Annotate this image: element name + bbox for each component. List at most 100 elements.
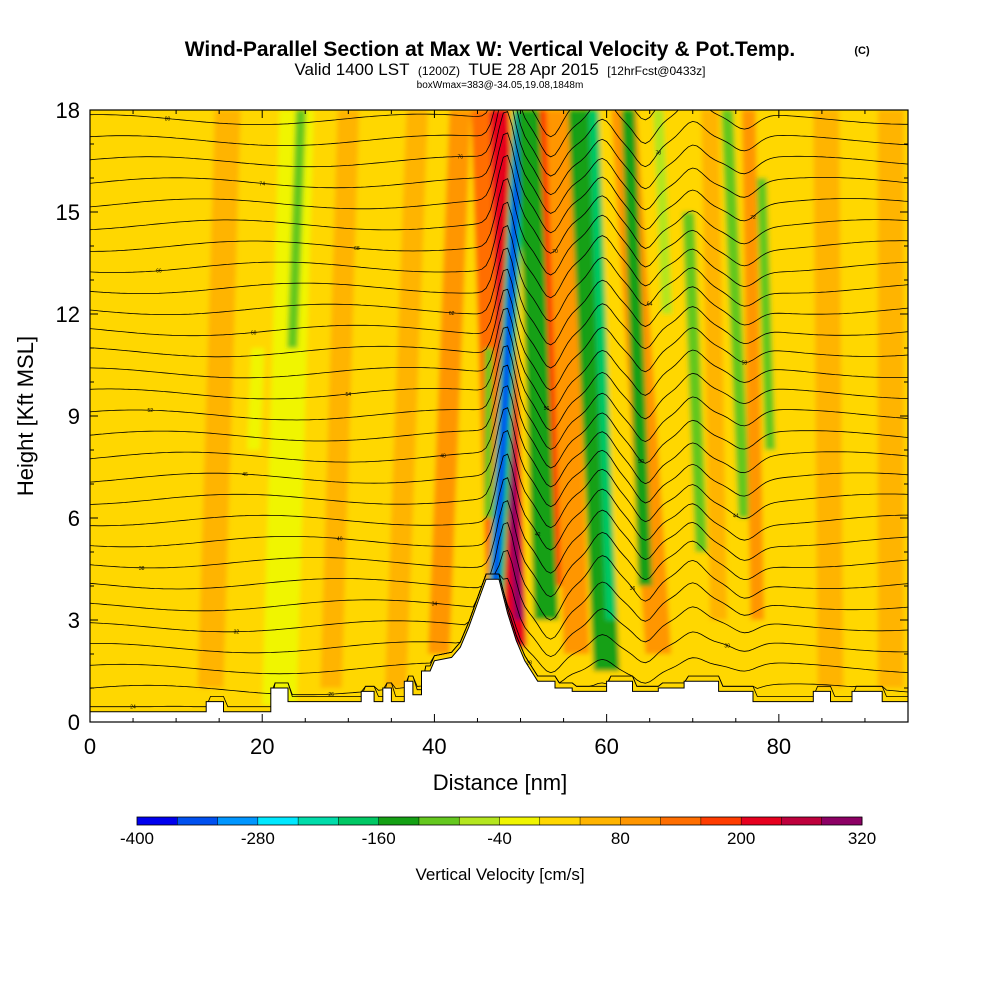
isentrope-line xyxy=(90,477,908,574)
y-tick-label: 3 xyxy=(68,608,80,633)
isentrope-label: 60 xyxy=(251,330,257,336)
isentrope-label: 50 xyxy=(638,459,644,465)
isentrope-line xyxy=(90,407,908,508)
colorbar-swatch xyxy=(580,817,621,825)
colorbar-swatch xyxy=(499,817,541,825)
isentrope-line xyxy=(90,307,908,412)
y-tick-label: 9 xyxy=(68,404,80,429)
velocity-field xyxy=(90,110,908,722)
colorbar: -400 -280 -160 -40 80 200 320 xyxy=(120,816,876,848)
isentrope-label: 48 xyxy=(440,454,446,460)
isentrope-label: 24 xyxy=(130,705,136,711)
velocity-green-52-wave xyxy=(517,110,559,620)
isentrope-line xyxy=(90,110,908,214)
isentrope-label: 68 xyxy=(354,246,360,252)
valid-utc: (1200Z) xyxy=(418,64,460,78)
isentrope-line xyxy=(90,500,908,598)
colorbar-title: Vertical Velocity [cm/s] xyxy=(415,865,584,884)
velocity-orange-86 xyxy=(813,110,844,688)
colorbar-swatch xyxy=(298,817,339,825)
terrain xyxy=(90,578,908,722)
colorbar-label: 320 xyxy=(848,829,876,848)
isentrope-label: 30 xyxy=(724,643,730,649)
velocity-orange-41 xyxy=(427,110,472,654)
colorbar-label: -280 xyxy=(241,829,275,848)
isentrope-label: 78 xyxy=(656,151,662,157)
velocity-orange-28 xyxy=(320,110,360,688)
isentrope-label: 40 xyxy=(337,537,343,543)
velocity-orange-77 xyxy=(741,110,765,620)
x-tick-label: 0 xyxy=(84,734,96,759)
x-axis: 0 20 40 60 80 xyxy=(84,110,866,759)
colorbar-label: 200 xyxy=(727,829,755,848)
isentrope-line xyxy=(90,430,908,529)
isentrope-line xyxy=(90,110,908,158)
velocity-orange-92 xyxy=(877,110,904,688)
colorbar-swatch xyxy=(821,817,863,825)
x-axis-label: Distance [nm] xyxy=(433,770,568,795)
isentrope-line xyxy=(90,178,908,276)
colorbar-swatch xyxy=(781,817,823,825)
colorbar-swatch xyxy=(700,817,742,825)
velocity-green-70 xyxy=(682,212,708,552)
chart-title: Wind-Parallel Section at Max W: Vertical… xyxy=(185,38,796,61)
velocity-green-24-upper xyxy=(287,110,307,348)
isentrope-label: 52 xyxy=(147,408,153,414)
x-tick-label: 20 xyxy=(250,734,274,759)
isentrope-line xyxy=(90,201,908,299)
isentrope-line xyxy=(90,225,908,322)
y-tick-label: 18 xyxy=(56,98,80,123)
isentrope-label: 28 xyxy=(526,661,532,667)
isentrope-label: 32 xyxy=(234,630,240,636)
valid-date: TUE 28 Apr 2015 xyxy=(468,60,598,79)
colorbar-swatch xyxy=(741,817,782,825)
isentrope-label: 42 xyxy=(535,532,541,538)
isentrope-lines: 24 26 28 30 32 34 36 38 40 42 44 46 48 50 52 54 56 58 60 62… xyxy=(90,92,908,711)
x-tick-label: 40 xyxy=(422,734,446,759)
isentrope-line xyxy=(90,268,908,369)
chart-title-copyright: (C) xyxy=(854,45,870,57)
colorbar-swatch xyxy=(257,817,299,825)
velocity-green-46-left xyxy=(483,348,493,518)
velocity-orange-56 xyxy=(546,110,590,654)
isentrope-line xyxy=(90,132,908,234)
colorbar-label: 80 xyxy=(611,829,630,848)
velocity-green-60-core xyxy=(588,110,617,620)
colorbar-swatch xyxy=(459,817,500,825)
velocity-green-78 xyxy=(756,178,776,450)
colorbar-swatch xyxy=(338,817,380,825)
colorbar-swatch xyxy=(177,817,219,825)
colorbar-swatch xyxy=(660,817,702,825)
isentrope-label: 72 xyxy=(750,215,756,221)
isentrope-line xyxy=(90,110,908,196)
isentrope-line xyxy=(90,522,908,621)
terrain-profile xyxy=(90,578,908,722)
colorbar-label: -40 xyxy=(487,829,512,848)
isentrope-line xyxy=(90,364,908,469)
isentrope-line xyxy=(90,247,908,346)
isentrope-label: 62 xyxy=(449,311,455,317)
isentrope-line xyxy=(90,154,908,254)
isentrope-label: 56 xyxy=(544,406,550,412)
isentrope-label: 46 xyxy=(242,472,248,478)
isentrope-line xyxy=(90,345,908,450)
y-tick-label: 6 xyxy=(68,506,80,531)
colorbar-label: -160 xyxy=(362,829,396,848)
isentrope-label: 82 xyxy=(363,92,369,98)
isentrope-label: 74 xyxy=(259,181,265,187)
colorbar-label: -400 xyxy=(120,829,154,848)
colorbar-swatch xyxy=(539,817,581,825)
colorbar-swatch xyxy=(378,817,420,825)
isentrope-line xyxy=(90,453,908,551)
isentrope-label: 26 xyxy=(328,692,334,698)
colorbar-swatch xyxy=(620,817,662,825)
colorbar-swatch xyxy=(418,817,460,825)
colorbar-swatch xyxy=(137,817,178,825)
isentrope-label: 70 xyxy=(552,249,558,255)
velocity-orange-72 xyxy=(701,110,728,620)
isentrope-label: 54 xyxy=(346,392,352,398)
isentrope-line xyxy=(90,550,908,640)
isentrope-line xyxy=(90,110,908,177)
